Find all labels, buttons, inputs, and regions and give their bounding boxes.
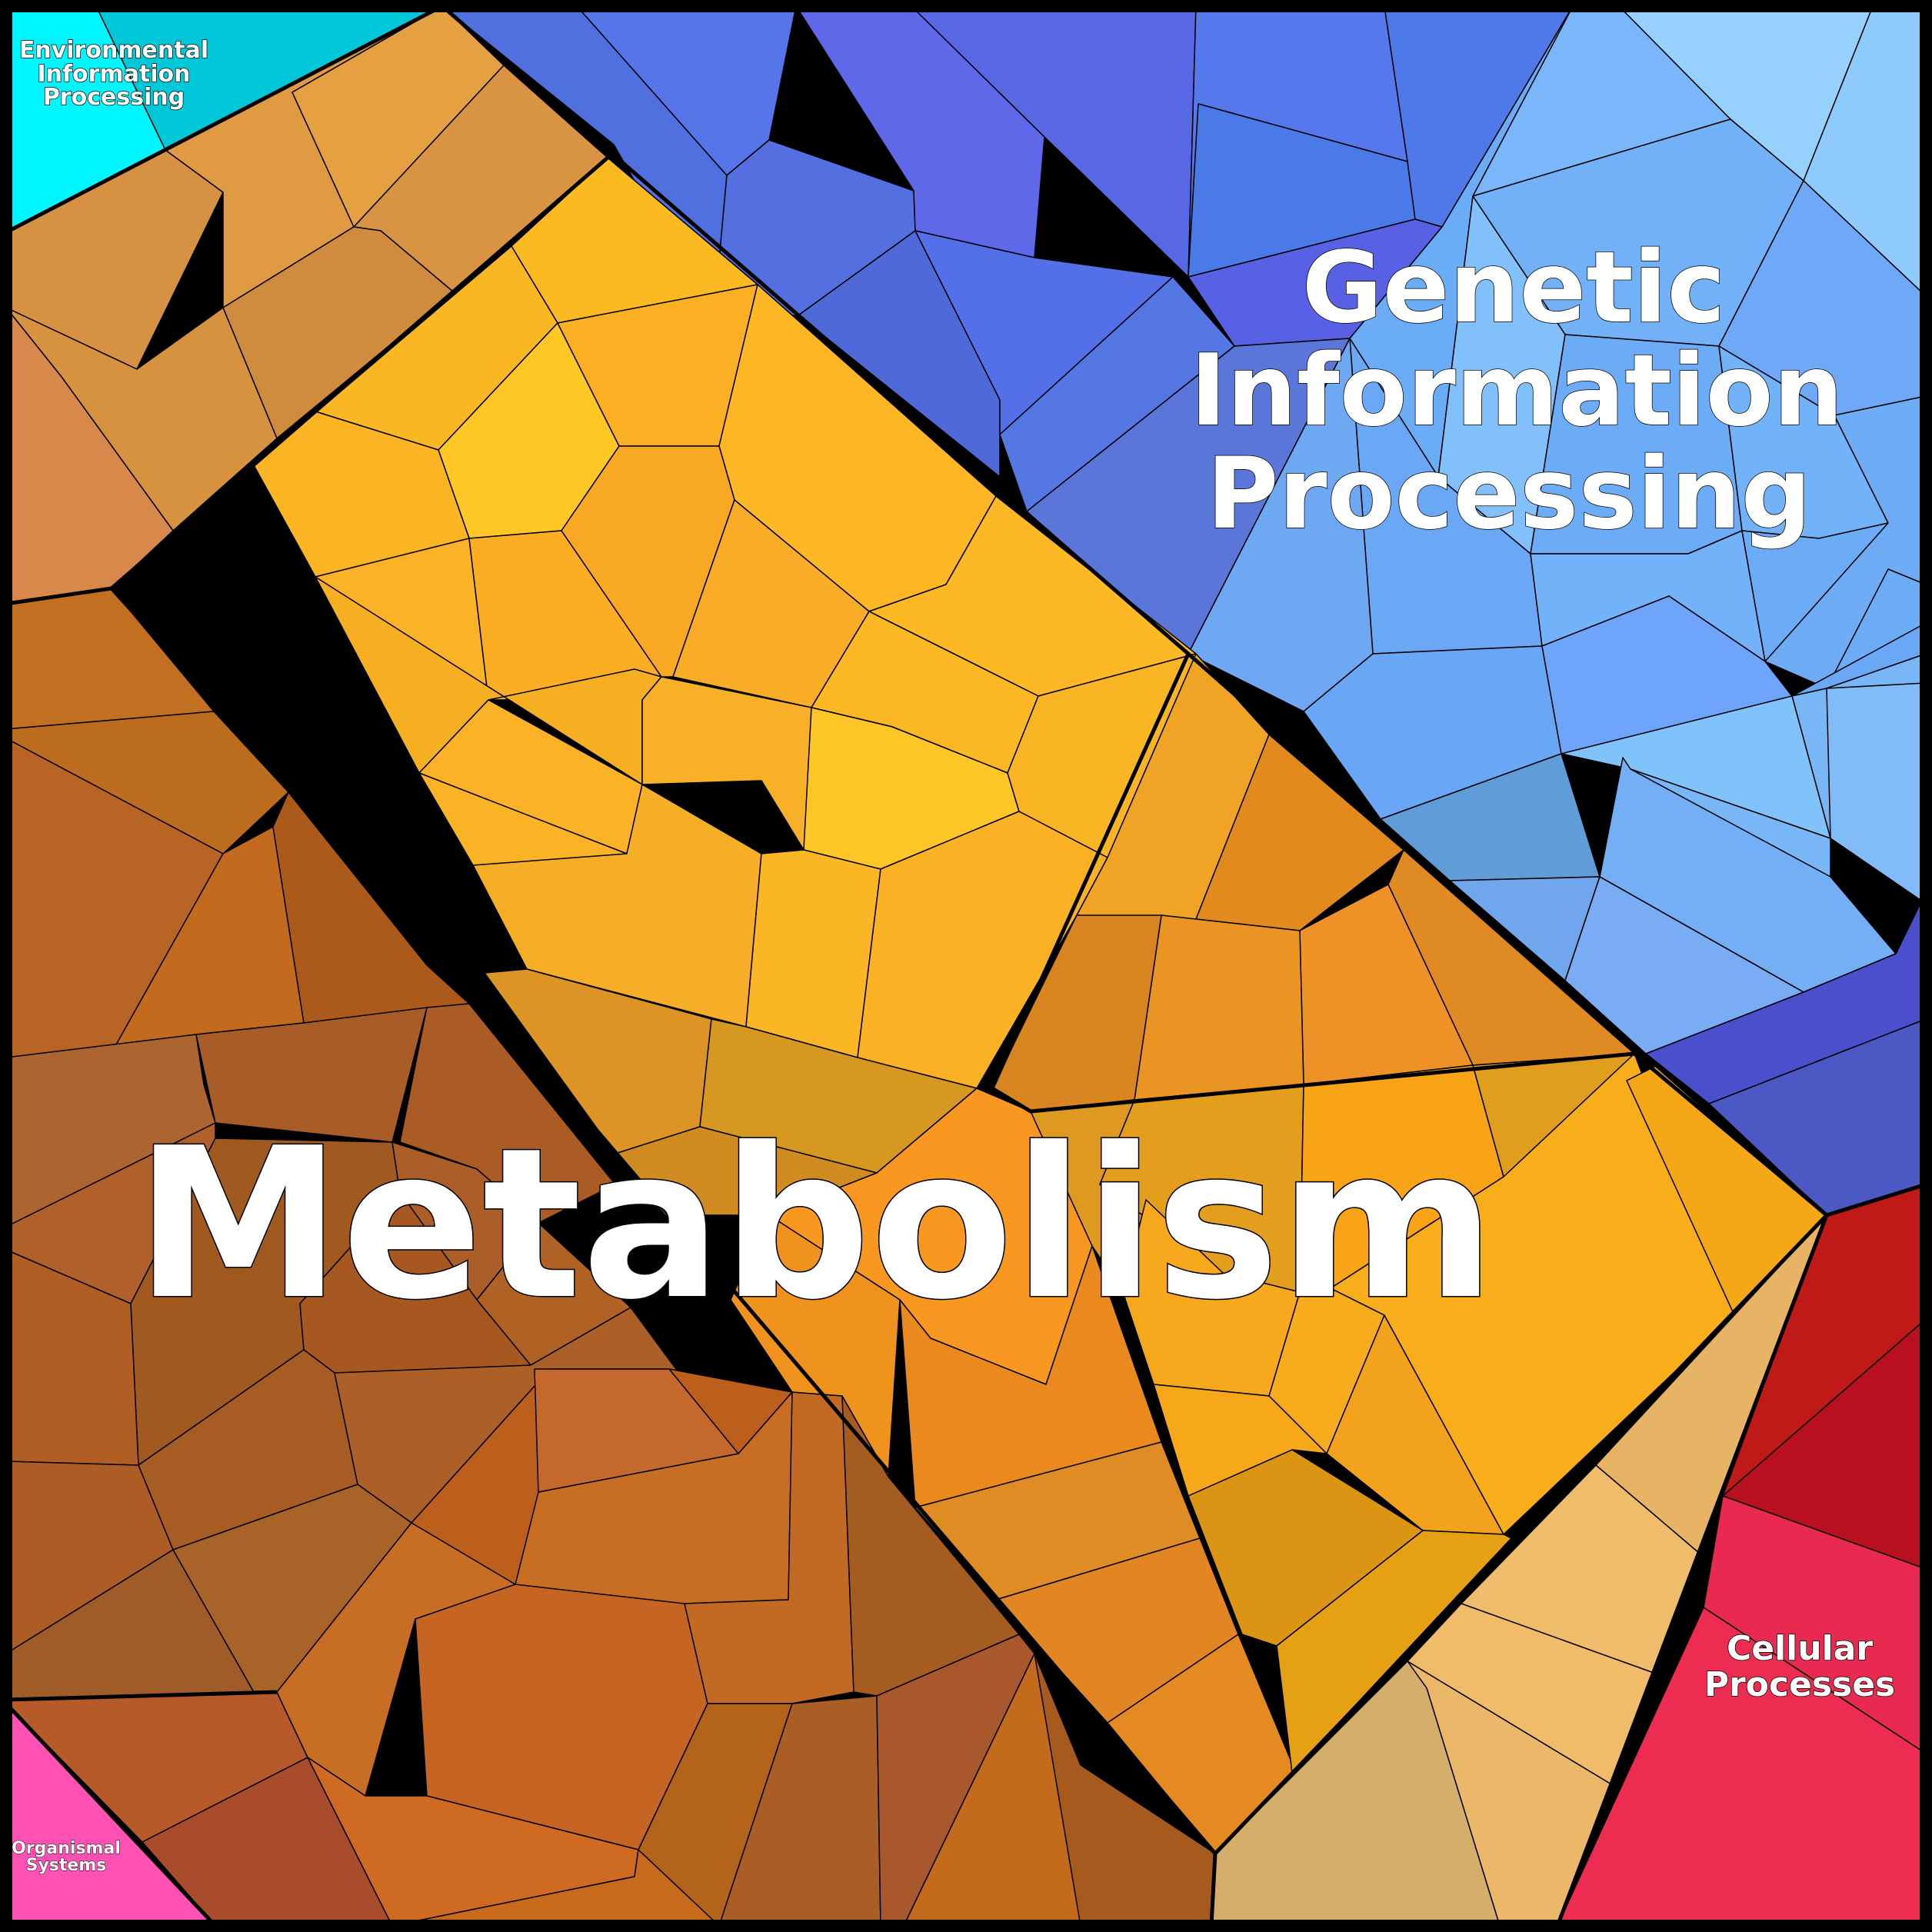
label-environmental-information-processing: Environmental Information Processing — [18, 36, 209, 112]
label-environmental-line-3: Processing — [43, 84, 185, 111]
label-genetic-line-3: Processing — [1207, 437, 1812, 551]
cell-metabolism-68 — [1134, 914, 1304, 1101]
border-metabolism-cellular — [1555, 1214, 1829, 1927]
label-organismal-line-1: Organismal — [12, 1839, 121, 1858]
cell-metabolism-12 — [272, 791, 470, 1024]
cell-metabolism-37 — [841, 1395, 1020, 1697]
region-metabolism — [5, 5, 1827, 1927]
border-organismal — [5, 1702, 217, 1927]
label-genetic-information-processing: Genetic Information Processing — [1190, 230, 1844, 552]
cell-metabolism-32 — [534, 1368, 739, 1493]
label-cellular-line-1: Cellular — [1727, 1629, 1873, 1668]
border-metabolism-inner-4 — [5, 1690, 278, 1702]
cell-genetic-29 — [1541, 595, 1793, 754]
cell-metabolism-74 — [730, 1214, 901, 1477]
label-environmental-line-2: Information — [37, 61, 190, 88]
cell-metabolism-85 — [1153, 1384, 1327, 1497]
label-organismal-line-2: Systems — [26, 1856, 107, 1875]
border-environmental — [5, 4, 444, 235]
label-genetic-line-2: Information — [1190, 334, 1843, 448]
cell-genetic-34 — [1826, 682, 1927, 904]
border-metabolism-inner-1 — [109, 156, 1217, 1855]
label-organismal-systems: Organismal Systems — [12, 1839, 122, 1876]
cell-metabolism-8 — [5, 588, 215, 730]
region-borders — [5, 4, 1927, 1927]
cell-metabolism-62 — [745, 849, 881, 1058]
region-cellular-processes — [1211, 1184, 1927, 1927]
border-metabolism-inner-3 — [5, 586, 112, 606]
label-metabolism: Metabolism — [135, 1103, 1496, 1345]
label-genetic-line-1: Genetic — [1302, 231, 1726, 345]
label-environmental-line-1: Environmental — [19, 37, 208, 64]
border-metabolism-inner-2 — [990, 652, 1828, 1217]
border-genetic-cellular — [1826, 1182, 1927, 1217]
label-cellular-processes: Cellular Processes — [1704, 1628, 1896, 1705]
label-cellular-line-2: Processes — [1704, 1665, 1896, 1704]
cell-metabolism-90 — [1276, 1530, 1512, 1774]
cell-metabolism-14 — [195, 1007, 428, 1143]
